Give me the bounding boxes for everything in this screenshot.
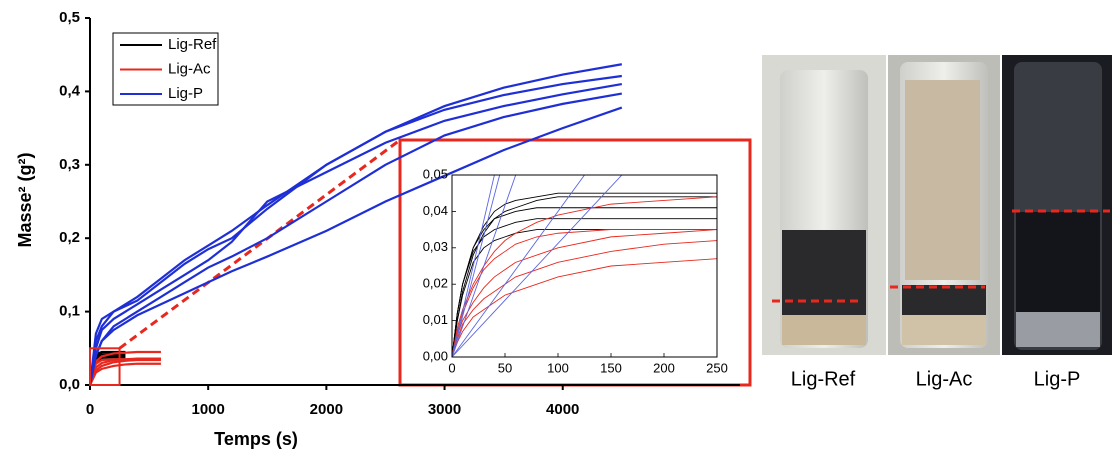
- y-tick-label: 0,1: [59, 303, 80, 320]
- data-line: [452, 196, 717, 357]
- x-tick-label: 250: [706, 360, 728, 375]
- y-tick-label: 0,05: [423, 166, 448, 181]
- data-line: [90, 357, 161, 385]
- y-tick-label: 0,3: [59, 156, 80, 173]
- axis-frame: [451, 174, 718, 358]
- x-tick-label: 0: [86, 401, 94, 418]
- x-tick-label: 50: [498, 360, 512, 375]
- base: [902, 315, 986, 345]
- inset-background: [398, 138, 752, 387]
- y-tick-label: 0,04: [423, 203, 448, 218]
- legend-label: Lig-Ref: [168, 36, 217, 53]
- data-line: [452, 175, 517, 357]
- zoom-box: [89, 347, 121, 386]
- data-line: [452, 175, 501, 357]
- y-tick-label: 0,02: [423, 276, 448, 291]
- x-axis-label: Temps (s): [214, 429, 298, 449]
- base: [1016, 312, 1100, 347]
- data-line: [90, 74, 622, 385]
- x-tick-label: 0: [448, 360, 455, 375]
- x-tick-label: 100: [547, 360, 569, 375]
- data-line: [452, 175, 623, 357]
- plot-lines: [452, 175, 717, 357]
- y-tick-label: 0,01: [423, 312, 448, 327]
- data-line: [90, 92, 623, 385]
- photo-label: Lig-Ac: [916, 368, 973, 390]
- x-tick-label: 200: [653, 360, 675, 375]
- y-tick-label: 0,2: [59, 229, 80, 246]
- photos: Lig-Ref Lig-Ac Lig-P: [762, 55, 1112, 390]
- y-tick-label: 0,0: [59, 376, 80, 393]
- x-tick-label: 150: [600, 360, 622, 375]
- sample: [902, 285, 986, 315]
- y-tick-label: 0,03: [423, 239, 448, 254]
- base: [782, 315, 866, 345]
- photo-label: Lig-Ref: [791, 368, 856, 390]
- x-tick-label: 3000: [428, 401, 461, 418]
- zoom-connector: [118, 138, 401, 350]
- y-tick-label: 0,4: [59, 82, 81, 99]
- paper: [905, 80, 980, 280]
- sample: [1016, 212, 1100, 312]
- y-axis-label: Masse² (g²): [15, 152, 35, 247]
- data-line: [452, 218, 717, 357]
- data-line: [90, 106, 623, 385]
- y-tick-label: 0,00: [423, 348, 448, 363]
- y-tick-label: 0,5: [59, 9, 80, 26]
- data-line: [90, 82, 623, 385]
- photo-label: Lig-P: [1034, 368, 1081, 390]
- x-tick-label: 4000: [546, 401, 579, 418]
- data-line: [90, 63, 623, 385]
- data-line: [452, 175, 586, 357]
- data-line: [452, 258, 717, 357]
- x-tick-label: 2000: [310, 401, 343, 418]
- data-line: [452, 229, 717, 357]
- x-tick-label: 1000: [191, 401, 224, 418]
- legend-label: Lig-P: [168, 85, 203, 102]
- legend-label: Lig-Ac: [168, 60, 211, 77]
